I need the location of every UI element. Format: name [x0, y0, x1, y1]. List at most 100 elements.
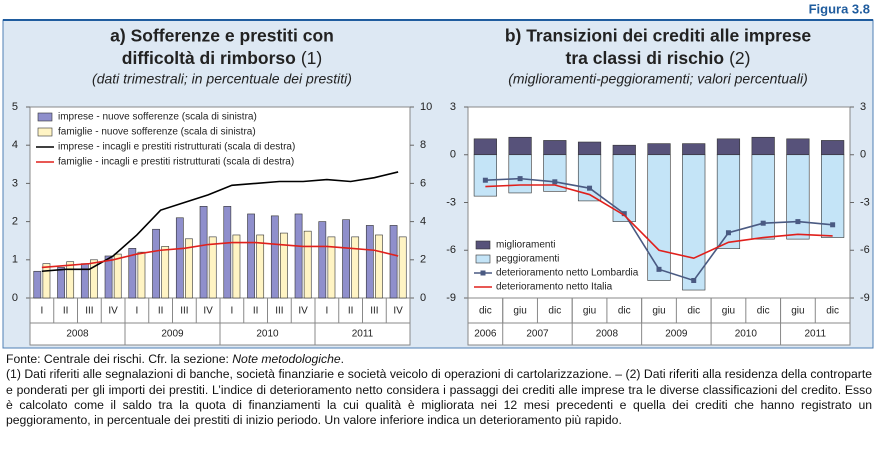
x-group-label: 2008 [596, 329, 619, 340]
bar [716, 138, 741, 156]
bar [543, 154, 567, 192]
bar [327, 236, 336, 299]
bar [208, 236, 217, 299]
x-tick-label: III [180, 306, 188, 317]
source-end: . [340, 352, 345, 366]
legend-swatch [475, 254, 491, 264]
x-tick-label: IV [108, 306, 118, 317]
bar [751, 136, 775, 156]
bar [280, 232, 288, 299]
y2-tick-label: -6 [860, 244, 870, 256]
figure-label: Figura 3.8 [809, 1, 870, 16]
bar [232, 234, 241, 299]
bar [786, 154, 810, 240]
bar [375, 234, 383, 299]
title-note: (1) [301, 48, 322, 68]
y2-tick-label: 3 [860, 101, 866, 113]
bar [270, 215, 279, 299]
x-tick-label: dic [548, 306, 561, 317]
x-tick-label: III [85, 306, 93, 317]
x-tick-label: giu [583, 306, 596, 317]
legend-label: famiglie - nuove sofferenze (scala di si… [58, 127, 256, 138]
bar [104, 255, 113, 299]
x-group-label: 2006 [474, 329, 497, 340]
bar [821, 140, 845, 156]
legend-label: deterioramento netto Lombardia [496, 268, 639, 279]
bar [113, 253, 122, 299]
bar [821, 154, 845, 238]
y-tick-label: 5 [12, 101, 18, 113]
y-tick-label: -3 [446, 196, 456, 208]
x-group-label: 2009 [665, 329, 688, 340]
chart-subtitle: (miglioramenti-peggioramenti; valori per… [508, 71, 808, 87]
x-tick-label: III [370, 306, 378, 317]
bar [786, 138, 810, 156]
x-group-label: 2008 [66, 329, 89, 340]
bar [256, 234, 265, 299]
bar [716, 154, 741, 249]
x-tick-label: I [230, 306, 233, 317]
legend-label: imprese - nuove sofferenze (scala di sin… [58, 112, 257, 123]
notes: (1) Dati riferiti alle segnalazioni di b… [6, 367, 872, 428]
chart-title: a) Sofferenze e prestiti con [110, 26, 334, 46]
bar [66, 261, 75, 299]
bar [42, 263, 51, 299]
bar [351, 236, 360, 299]
bar [398, 236, 407, 299]
y-tick-label: -6 [446, 244, 456, 256]
bar [473, 138, 497, 156]
x-group-label: 2009 [161, 329, 184, 340]
y-tick-label: 0 [450, 149, 456, 161]
chart-title-line: difficoltà di rimborso [122, 48, 296, 68]
bar [508, 154, 532, 194]
bar [389, 225, 398, 299]
y2-tick-label: 8 [420, 139, 426, 151]
line [485, 184, 833, 260]
y-tick-label: 3 [450, 101, 456, 113]
y2-tick-label: 2 [420, 254, 426, 266]
x-group-label: 2010 [256, 329, 279, 340]
bar [247, 213, 255, 299]
bar [647, 154, 671, 281]
bar [128, 248, 137, 299]
line-marker [552, 179, 558, 185]
bar [137, 251, 146, 299]
x-tick-label: dic [757, 306, 770, 317]
y-tick-label: -9 [446, 292, 456, 304]
chart-subtitle: (dati trimestrali; in percentuale dei pr… [92, 71, 352, 87]
bar [751, 154, 775, 240]
line-marker [691, 277, 697, 283]
x-tick-label: IV [203, 306, 213, 317]
bar [303, 230, 312, 299]
legend-label: deterioramento netto Italia [496, 282, 613, 293]
figure: Figura 3.8 a) Sofferenze e prestiti cond… [2, 1, 874, 349]
bar [185, 238, 193, 299]
legend-label: imprese - incagli e prestiti ristruttura… [58, 142, 295, 153]
x-tick-label: II [253, 306, 259, 317]
bar [647, 143, 671, 156]
legend-swatch [37, 127, 53, 137]
y2-tick-label: 4 [420, 216, 426, 228]
line [41, 171, 399, 273]
y2-tick-label: 0 [420, 292, 426, 304]
y2-tick-label: 10 [420, 101, 432, 113]
x-tick-label: I [40, 306, 43, 317]
x-tick-label: dic [618, 306, 631, 317]
legend-swatch [475, 240, 491, 250]
x-group-label: 2011 [352, 329, 374, 340]
bar [33, 270, 42, 299]
x-tick-label: II [348, 306, 354, 317]
y-tick-label: 3 [12, 177, 18, 189]
bar [508, 136, 532, 156]
y2-tick-label: -3 [860, 196, 870, 208]
source-text: Fonte: Centrale dei rischi. Cfr. la sezi… [6, 352, 233, 366]
bar [318, 221, 327, 299]
bar [577, 154, 602, 202]
x-group-label: 2011 [805, 329, 827, 340]
x-tick-label: giu [513, 306, 526, 317]
legend-label: miglioramenti [496, 240, 555, 251]
y2-tick-label: -9 [860, 292, 870, 304]
bar [175, 217, 184, 299]
y-tick-label: 0 [12, 292, 18, 304]
